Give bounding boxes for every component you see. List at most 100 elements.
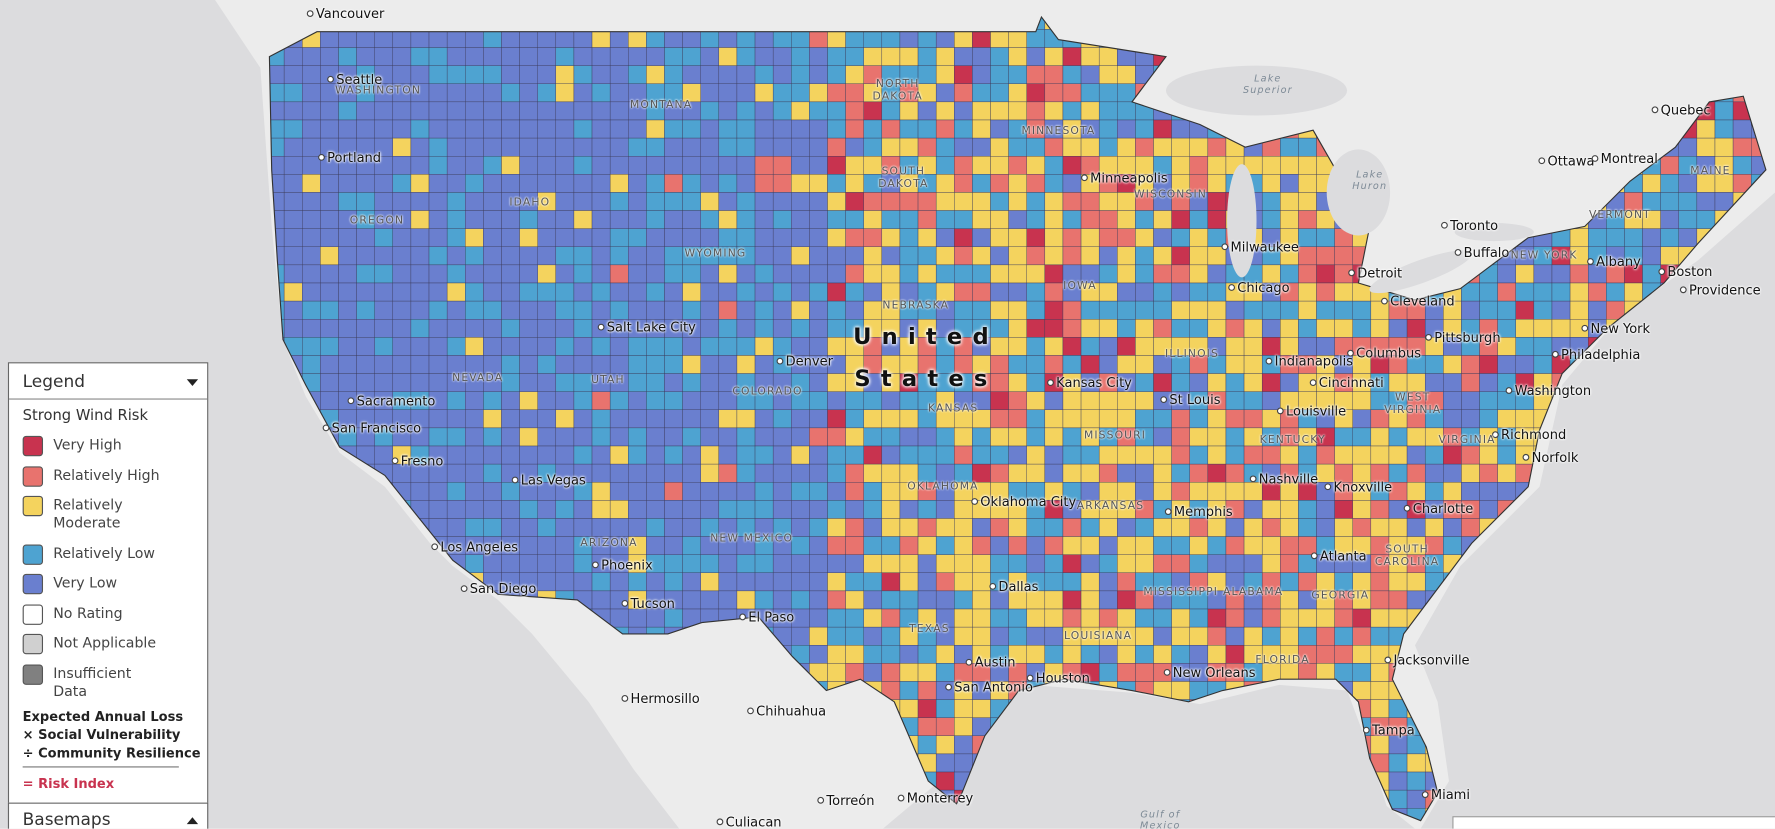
county (954, 717, 973, 736)
county (682, 282, 701, 302)
county (1044, 355, 1064, 374)
county (1515, 427, 1535, 447)
county (1026, 590, 1046, 610)
county (573, 409, 593, 429)
county (1189, 300, 1209, 320)
county (501, 482, 520, 501)
county (410, 192, 430, 211)
county (392, 192, 412, 211)
county (809, 83, 828, 103)
county (682, 137, 701, 157)
county (899, 590, 919, 610)
county (1280, 500, 1299, 519)
county (1080, 282, 1100, 302)
county (537, 409, 557, 429)
city-dot (971, 498, 979, 505)
county (1352, 482, 1372, 501)
county (501, 47, 520, 66)
county (899, 137, 919, 157)
county (682, 500, 701, 519)
county (935, 246, 955, 266)
county (1098, 373, 1118, 392)
county (1153, 427, 1172, 447)
county (392, 337, 412, 356)
city-dot (776, 357, 784, 365)
county (700, 355, 720, 374)
city-dot (1454, 249, 1462, 256)
county (809, 319, 828, 338)
county (772, 536, 792, 555)
county (1461, 482, 1480, 501)
county (1117, 264, 1136, 284)
county (591, 83, 611, 103)
county (1026, 608, 1046, 628)
county (754, 500, 774, 519)
legend-label: No Rating (53, 604, 123, 622)
county (863, 337, 883, 356)
county (465, 264, 484, 284)
county (1098, 572, 1118, 592)
county (446, 282, 466, 302)
county (628, 47, 647, 66)
county (1370, 608, 1390, 628)
county (954, 282, 973, 302)
county (283, 210, 303, 229)
county (1424, 463, 1444, 483)
basemaps-panel[interactable]: Basemaps (7, 802, 209, 829)
county (1352, 626, 1372, 646)
collapse-icon[interactable] (186, 379, 199, 387)
county (863, 119, 883, 139)
county (609, 319, 629, 338)
county (754, 536, 774, 555)
county (1280, 518, 1299, 537)
county (428, 228, 448, 247)
county (845, 156, 864, 175)
county (356, 65, 375, 84)
county (954, 572, 973, 592)
county (1696, 192, 1716, 211)
county (591, 337, 611, 356)
county (356, 192, 375, 211)
county (1189, 319, 1209, 338)
city-dot (945, 683, 953, 691)
county (1080, 482, 1100, 501)
county (501, 355, 520, 374)
county (1207, 554, 1227, 573)
county (809, 337, 828, 356)
county (1551, 319, 1571, 338)
county (1207, 373, 1227, 392)
county (736, 482, 756, 501)
county (754, 518, 774, 537)
county (1298, 156, 1317, 175)
county (845, 119, 864, 139)
county (664, 319, 683, 338)
county (718, 463, 738, 483)
expand-icon[interactable] (186, 817, 199, 825)
county (591, 264, 611, 284)
legend-header[interactable]: Legend (9, 363, 208, 400)
county (628, 590, 647, 610)
county (1117, 409, 1136, 429)
county (917, 391, 937, 410)
county (501, 228, 520, 247)
county (501, 174, 520, 193)
county (483, 282, 502, 302)
county (1062, 518, 1082, 537)
city-dot (1581, 324, 1589, 332)
county (1189, 645, 1209, 664)
county (555, 391, 575, 410)
county (899, 482, 919, 501)
county (1225, 536, 1245, 555)
county (1479, 409, 1498, 429)
city-dot (1425, 333, 1432, 341)
county-layer[interactable] (266, 11, 1775, 826)
county (483, 409, 502, 429)
county (1352, 554, 1372, 573)
county (1008, 337, 1027, 356)
county (501, 319, 520, 338)
county (881, 463, 901, 483)
county (573, 391, 593, 410)
county (1135, 445, 1154, 465)
